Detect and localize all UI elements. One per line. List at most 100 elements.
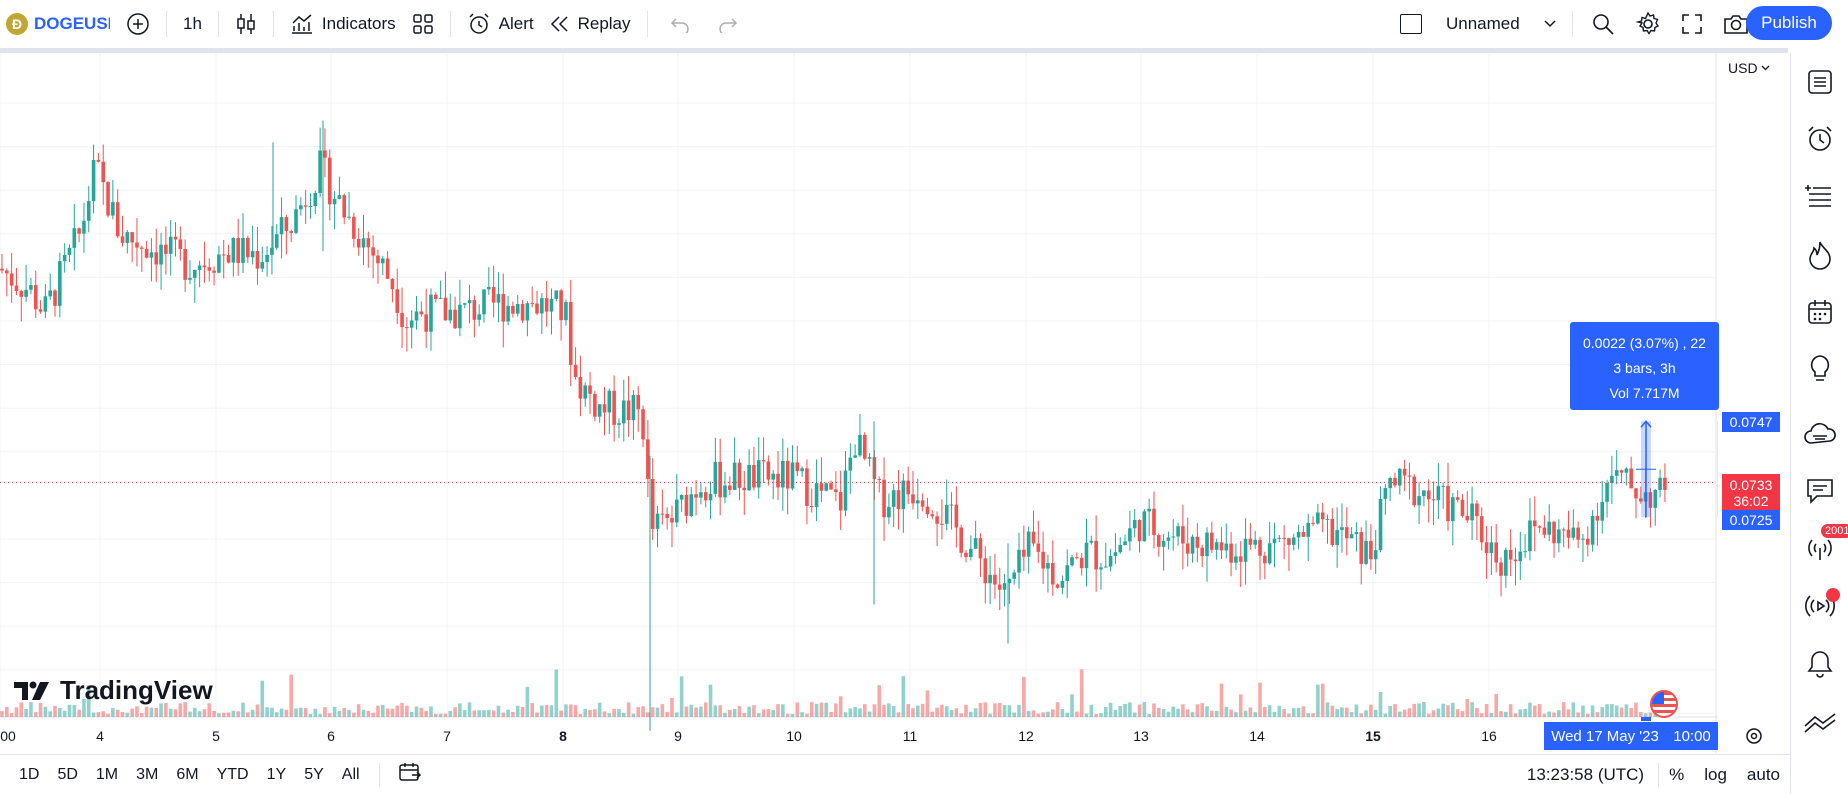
volume-bar [1446,705,1450,717]
watchlist-button[interactable] [1800,62,1840,102]
alarm-clock-icon [1808,126,1832,151]
publish-button[interactable]: Publish [1746,6,1832,40]
range-button-5y[interactable]: 5Y [304,765,324,783]
measure-price-range [1717,421,1718,518]
indicators-button[interactable]: Indicators [282,6,404,42]
volume-bar [1248,707,1253,717]
candle-body [588,385,592,394]
currency-selector[interactable]: USD [1728,60,1770,76]
candle-body [477,314,481,320]
alert-button[interactable]: Alert [459,6,542,42]
candle-body [496,294,501,303]
candle-body [1402,468,1407,476]
range-button-6m[interactable]: 6M [176,765,199,783]
volume-bar [385,708,390,717]
candle-body [1634,488,1638,499]
chats-button[interactable] [1800,415,1840,455]
search-button[interactable] [1581,6,1625,42]
volume-bar [491,710,496,717]
auto-toggle[interactable]: auto [1746,765,1780,784]
volume-bar [1277,705,1282,717]
volume-bar [221,712,226,717]
chart-area[interactable]: 0.08200.08100.08000.07900.07800.07700.07… [0,53,1718,753]
chart-type-button[interactable] [227,6,265,42]
volume-bar [1041,712,1045,717]
goto-date-button[interactable] [390,762,430,787]
live-button[interactable] [1800,586,1840,626]
streams-button[interactable]: 2001 [1800,524,1848,568]
percent-toggle[interactable]: % [1669,765,1685,784]
candle-body [930,514,935,517]
fullscreen-button[interactable] [1671,6,1713,42]
range-button-1y[interactable]: 1Y [266,765,287,783]
hotlists-button[interactable] [1800,235,1840,275]
utc-clock[interactable]: 13:23:58 (UTC) [1526,765,1645,784]
range-button-ytd[interactable]: YTD [216,765,249,783]
trading-panel-button[interactable] [1800,703,1840,743]
volume-bar [5,706,9,717]
volume-bar [732,708,737,717]
volume-bar [1639,712,1643,717]
candle-body [1007,578,1012,584]
candle-body [1325,518,1330,520]
redo-button[interactable] [704,6,752,42]
replay-button[interactable]: Replay [542,6,639,42]
volume-bar [872,704,877,717]
candle-body [723,485,727,498]
notifications-button[interactable] [1800,644,1840,684]
volume-bar [901,676,906,717]
time-tick-label: 6 [327,728,335,744]
candle-body [564,301,568,321]
candle-body [814,483,819,508]
trend-icon [1804,713,1836,733]
volume-bar [1263,706,1267,717]
undo-button[interactable] [656,6,704,42]
range-button-1d[interactable]: 1D [19,765,40,783]
candle-body [1518,551,1523,562]
candle-body [612,390,616,425]
candle-body [313,192,318,207]
candle-body [1089,540,1094,543]
candle-body [766,461,771,480]
settings-button[interactable] [1625,6,1671,42]
volume-bar [58,708,62,717]
volume-bar [352,712,356,717]
volume-bar [1200,703,1204,717]
notification-bell-icon [1807,651,1833,678]
range-button-all[interactable]: All [341,765,360,783]
ideas-button[interactable] [1800,349,1840,389]
price-chart[interactable]: 0.08200.08100.08000.07900.07800.07700.07… [0,53,1718,753]
alerts-button[interactable] [1800,119,1840,159]
range-button-1m[interactable]: 1M [95,765,119,783]
separator [378,762,380,787]
candle-body [453,309,457,329]
us-flag-icon[interactable] [1650,690,1678,718]
volume-bar [1648,712,1653,717]
symbol-search-button[interactable]: Ð DOGEUSD [0,6,118,42]
volume-bar [940,704,944,717]
range-button-3m[interactable]: 3M [136,765,159,783]
compare-button[interactable] [118,6,158,42]
volume-bar [1272,711,1277,717]
candle-body [390,278,395,290]
axis-settings-button[interactable] [1742,724,1766,748]
candle-body [925,506,930,515]
candle-body [559,290,563,321]
candle-body [226,255,231,263]
interval-button[interactable]: 1h [175,6,210,42]
candle-body [1479,516,1484,543]
candle-body [834,489,838,492]
log-toggle[interactable]: log [1704,765,1727,784]
calendar-button[interactable] [1800,292,1840,332]
messages-button[interactable] [1800,471,1840,511]
volume-bar [1407,708,1412,717]
range-button-5d[interactable]: 5D [57,765,78,783]
layout-button[interactable]: Unnamed [1392,6,1564,42]
tradingview-watermark[interactable]: TradingView [14,675,213,706]
snapshot-button[interactable] [1713,6,1759,42]
candle-body [1528,520,1532,552]
object-tree-button[interactable] [1800,177,1840,217]
volume-bar [429,706,433,717]
toolbar-divider [0,48,1788,53]
templates-button[interactable] [404,6,442,42]
